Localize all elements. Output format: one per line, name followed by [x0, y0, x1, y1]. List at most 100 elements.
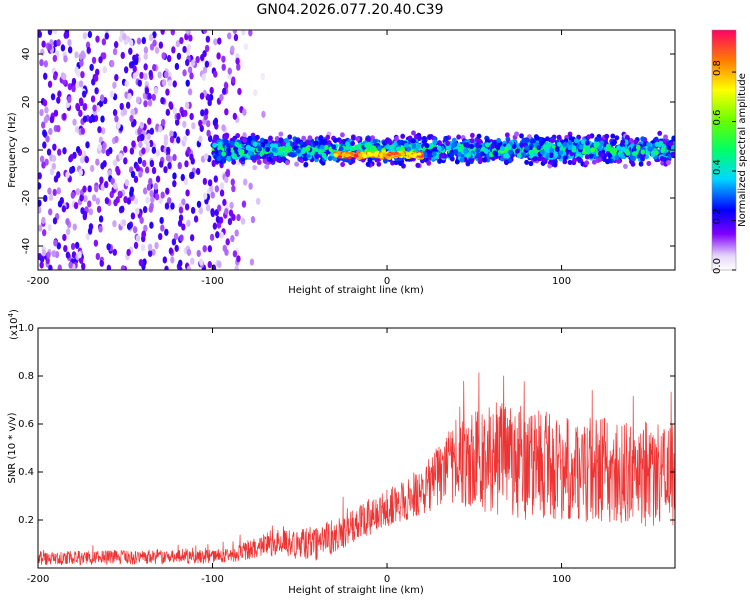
- spectrogram-cell: [599, 152, 604, 158]
- spectrogram-cell: [43, 72, 48, 80]
- spectrogram-cell: [591, 159, 597, 165]
- spectrogram-cell: [307, 135, 313, 141]
- spectrogram-cell: [185, 189, 190, 197]
- spectrogram-cell: [466, 152, 471, 158]
- spectrogram-cell: [350, 158, 356, 164]
- spectrogram-cell: [138, 170, 143, 178]
- spectrogram-cell: [49, 116, 55, 124]
- spectrogram-cell: [260, 142, 266, 148]
- spectrogram-cell: [313, 140, 319, 146]
- spectrogram-cell: [385, 155, 390, 159]
- figure-title: GN04.2026.077.20.40.C39: [257, 2, 444, 18]
- spectrogram-cell: [221, 87, 227, 95]
- spectrogram-cell: [519, 142, 525, 148]
- spectrogram-cell: [252, 141, 258, 147]
- spectrogram-cell: [90, 95, 96, 103]
- spectrogram-cell: [233, 146, 239, 152]
- spectrogram-cell: [185, 128, 190, 136]
- spectrogram-cell: [548, 152, 554, 159]
- spectrogram-cell: [528, 160, 534, 167]
- spectrogram-cell: [78, 168, 83, 176]
- spectrogram-cell: [469, 143, 475, 149]
- spectrogram-cell: [290, 152, 296, 158]
- spectrogram-cell: [62, 233, 67, 242]
- spectrogram-cell: [350, 134, 356, 140]
- spectrogram-cell: [219, 93, 224, 102]
- spectrogram-cell: [432, 139, 438, 145]
- spectrogram-cell: [221, 158, 227, 164]
- spectrogram-cell: [556, 134, 562, 140]
- spectrogram-cell: [475, 147, 481, 154]
- spectrogram-cell: [159, 160, 164, 168]
- spectrogram-cell: [48, 208, 53, 216]
- spectrogram-cell: [654, 141, 660, 147]
- spectrogram-cell: [580, 139, 586, 145]
- snr-xlabel: Height of straight line (km): [288, 585, 424, 596]
- spectrogram-cell: [301, 135, 307, 141]
- spectrogram-cell: [112, 109, 118, 117]
- spectrogram-cell: [179, 36, 184, 45]
- spectrogram-cell: [210, 208, 215, 216]
- spectrogram-cell: [48, 264, 53, 270]
- spectrogram-cell: [164, 228, 169, 236]
- spectrogram-cell: [412, 153, 418, 157]
- spectrogram-cell: [92, 194, 97, 202]
- spectrogram-cell: [457, 151, 462, 157]
- spectrogram-cell: [106, 243, 111, 251]
- spectrogram-cell: [73, 201, 79, 210]
- spectrogram-cell: [178, 206, 184, 214]
- spectrogram-cell: [79, 156, 85, 164]
- spectrogram-cell: [176, 112, 181, 121]
- spectrogram-cell: [400, 152, 405, 157]
- spectrogram-cell: [224, 175, 229, 184]
- spectrogram-cell: [465, 161, 471, 167]
- spectrogram-cell: [302, 155, 308, 161]
- spectrogram-cell: [666, 160, 671, 166]
- spectrogram-cell: [319, 139, 325, 145]
- spectrogram-cell: [80, 127, 86, 135]
- spectrogram-cell: [151, 166, 157, 175]
- spectrogram-cell: [169, 130, 174, 138]
- spectrogram-cell: [463, 148, 468, 155]
- spectrogram-cell: [71, 77, 77, 86]
- snr-xtick-label: -100: [201, 574, 224, 585]
- spectrogram-cell: [133, 57, 139, 66]
- spectrogram-cell: [115, 165, 120, 174]
- spectrogram-cell: [516, 153, 522, 159]
- spectrogram-cell: [231, 185, 236, 193]
- spectrogram-cell: [231, 76, 236, 84]
- spectrogram-cell: [120, 265, 126, 270]
- snr-background: [38, 328, 675, 568]
- spectrogram-cell: [135, 164, 140, 172]
- spectrogram-ytick-label: -40: [21, 238, 32, 254]
- spectrogram-cell: [562, 155, 568, 161]
- spectrogram-cell: [476, 133, 482, 139]
- spectrogram-cell: [70, 191, 76, 199]
- spectrogram-cell: [282, 151, 288, 157]
- spectrogram-cell: [69, 154, 74, 162]
- snr-frame: [37, 327, 676, 569]
- spectrogram-cell: [242, 137, 248, 144]
- spectrogram-cell: [216, 156, 222, 162]
- spectrogram-cell: [129, 189, 134, 197]
- spectrogram-cell: [203, 153, 209, 161]
- spectrogram-cell: [112, 81, 117, 89]
- spectrogram-cell: [95, 158, 100, 166]
- spectrogram-cell: [187, 88, 193, 96]
- spectrogram-cell: [151, 146, 157, 154]
- spectrogram-ylabel: Frequency (Hz): [7, 112, 18, 188]
- spectrogram-cell: [160, 191, 165, 199]
- spectrogram-cell: [161, 79, 167, 87]
- spectrogram-cell: [671, 135, 675, 141]
- spectrogram-cell: [130, 170, 136, 179]
- spectrogram-cell: [171, 238, 177, 246]
- spectrogram-cell: [125, 101, 131, 109]
- spectrogram-cell: [469, 138, 475, 144]
- spectrogram-cell: [65, 171, 70, 179]
- spectrogram-cell: [236, 63, 241, 71]
- spectrogram-cell: [190, 257, 195, 265]
- spectrogram-cell: [90, 114, 95, 122]
- spectrogram-cell: [204, 60, 210, 68]
- spectrogram-cell: [562, 142, 568, 148]
- spectrogram-cell: [38, 182, 42, 190]
